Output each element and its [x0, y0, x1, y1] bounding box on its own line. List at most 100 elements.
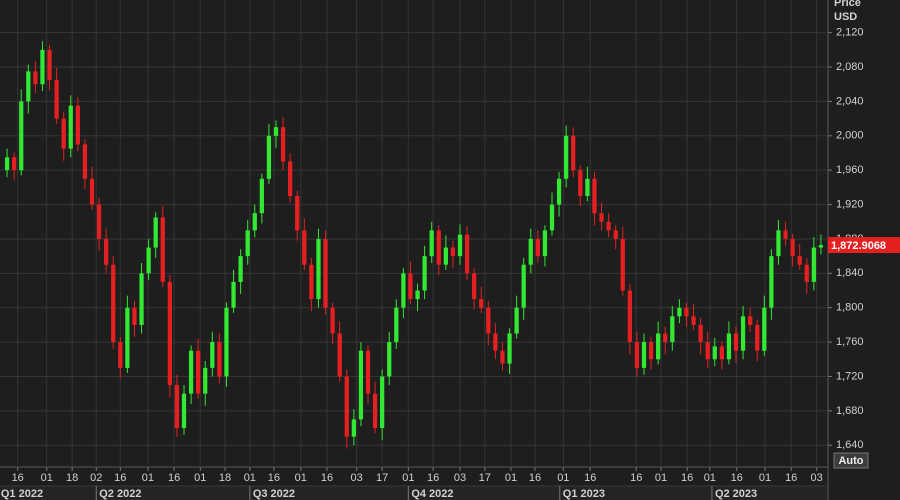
x-tick-label: 01 [655, 472, 667, 484]
candle-body [259, 178, 264, 214]
candle-body [288, 161, 293, 196]
candle-body [556, 178, 562, 205]
candle-body [401, 273, 406, 308]
candle-body [295, 195, 300, 231]
autoscale-button-label[interactable]: Auto [838, 455, 863, 467]
candle-body [75, 105, 80, 145]
candle-body [118, 342, 123, 368]
last-price-label: 1,872.9068 [831, 240, 886, 252]
candle-body [365, 350, 371, 394]
candle-body [82, 144, 88, 179]
quarter-label: Q4 2022 [411, 488, 453, 500]
candle-body [344, 376, 349, 437]
x-tick-label: 16 [168, 472, 180, 484]
x-tick-label: 01 [194, 472, 206, 484]
x-tick-label: 01 [295, 472, 307, 484]
quarter-label: Q2 2022 [99, 488, 141, 500]
candle-body [663, 333, 668, 343]
x-tick-label: 01 [41, 472, 53, 484]
candle-body [450, 247, 456, 257]
candle-body [394, 307, 399, 343]
candle-body [309, 264, 314, 300]
candle-body [535, 238, 540, 257]
candle-body [592, 178, 597, 214]
candle-body [429, 230, 434, 257]
candle-body [203, 367, 208, 394]
x-tick-label: 03 [811, 472, 823, 484]
candle-body [188, 350, 194, 394]
candle-body [719, 346, 724, 360]
candle-body [769, 256, 774, 308]
candle-body [740, 316, 746, 351]
candle-body [691, 316, 696, 325]
candle-body [585, 178, 590, 196]
candle-body [358, 350, 364, 420]
candle-body [231, 281, 236, 308]
candle-body [266, 135, 272, 179]
y-tick-label: 1,920 [836, 198, 864, 210]
candle-body [132, 307, 137, 325]
candle-body [507, 333, 512, 364]
x-tick-label: 01 [402, 472, 414, 484]
candle-body [656, 333, 661, 360]
candle-body [762, 307, 767, 351]
candle-body [748, 316, 753, 325]
autoscale-button-box[interactable] [833, 452, 869, 469]
candle-body [549, 204, 555, 231]
y-axis-title: Price [834, 0, 861, 9]
y-tick-label: 2,040 [836, 95, 864, 107]
candle-body [578, 170, 583, 196]
y-tick-label: 1,720 [836, 370, 864, 382]
candle-body [457, 234, 463, 257]
candle-body [783, 230, 788, 239]
candle-body [181, 393, 187, 429]
x-tick-label: 16 [785, 472, 797, 484]
candle-body [627, 290, 632, 343]
candle-body [443, 247, 448, 265]
candle-body [564, 135, 569, 179]
autoscale-button[interactable]: Auto [833, 452, 869, 469]
candle-body [422, 256, 427, 291]
x-tick-label: 01 [505, 472, 517, 484]
x-tick-label: 18 [219, 472, 231, 484]
candle-body [302, 230, 307, 265]
candle-body [634, 342, 640, 368]
y-axis-unit: USD [834, 11, 857, 23]
candle-body [210, 342, 215, 368]
candle-body [252, 213, 257, 231]
candle-body [493, 333, 498, 351]
x-tick-label: 02 [90, 472, 102, 484]
candle-body [89, 178, 95, 205]
candle-body [479, 299, 484, 308]
x-tick-label: 01 [142, 472, 154, 484]
candle-body [96, 204, 102, 239]
quarter-label: Q1 2022 [1, 488, 43, 500]
candle-body [804, 264, 809, 282]
candle-body [514, 307, 519, 334]
candle-body [372, 393, 378, 429]
candle-body [174, 385, 180, 429]
candle-body [125, 307, 130, 368]
x-tick-label: 16 [681, 472, 693, 484]
x-tick-label: 16 [268, 472, 280, 484]
candle-body [677, 307, 682, 317]
x-tick-label: 16 [321, 472, 333, 484]
y-tick-label: 1,760 [836, 336, 864, 348]
x-tick-label: 16 [427, 472, 439, 484]
candle-body [755, 324, 760, 351]
candle-body [542, 230, 548, 257]
y-tick-label: 1,840 [836, 267, 864, 279]
candle-body [571, 135, 576, 171]
candle-body [238, 256, 243, 282]
x-tick-label: 01 [244, 472, 256, 484]
candle-body [245, 230, 250, 257]
candle-body [464, 234, 470, 274]
candle-body [797, 256, 802, 265]
x-tick-label: 17 [479, 472, 491, 484]
candle-body [139, 273, 144, 325]
candle-body [316, 238, 321, 300]
candle-body [486, 307, 491, 334]
candle-body [111, 264, 116, 343]
candle-body [61, 118, 66, 149]
x-tick-label: 01 [759, 472, 771, 484]
